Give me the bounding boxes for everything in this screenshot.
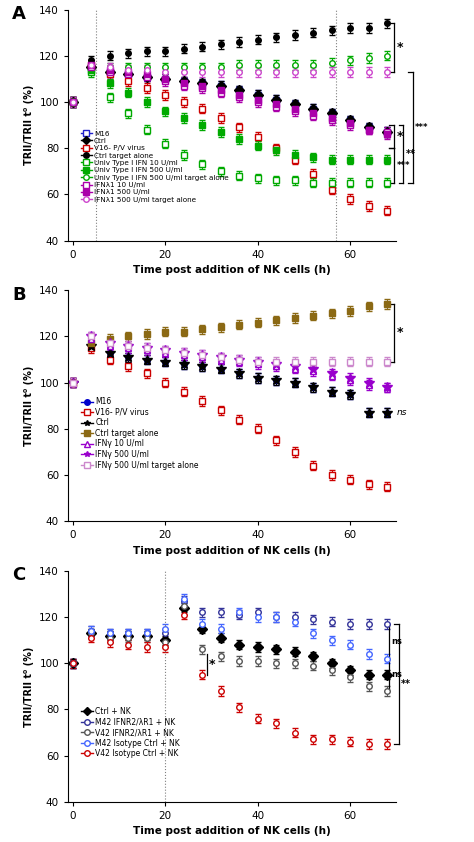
X-axis label: Time post addition of NK cells (h): Time post addition of NK cells (h) <box>133 546 331 556</box>
Text: ***: *** <box>415 123 428 132</box>
Text: A: A <box>12 5 26 23</box>
Text: **: ** <box>401 679 411 689</box>
X-axis label: Time post addition of NK cells (h): Time post addition of NK cells (h) <box>133 265 331 275</box>
Text: **: ** <box>406 149 416 159</box>
Text: *: * <box>209 658 216 671</box>
X-axis label: Time post addition of NK cells (h): Time post addition of NK cells (h) <box>133 827 331 836</box>
Text: B: B <box>12 285 26 304</box>
Legend: M16, V16- P/V virus, Ctrl, Ctrl target alone, IFNγ 10 U/ml, IFNγ 500 U/ml, IFNγ : M16, V16- P/V virus, Ctrl, Ctrl target a… <box>78 394 202 472</box>
Y-axis label: TRII/TRII t⁰ (%): TRII/TRII t⁰ (%) <box>24 646 34 727</box>
Text: ***: *** <box>396 161 410 170</box>
Text: *: * <box>396 131 403 143</box>
Text: ns: ns <box>392 670 402 679</box>
Text: ns: ns <box>392 637 402 646</box>
Text: ns: ns <box>396 408 407 417</box>
Text: C: C <box>12 567 26 584</box>
Legend: Ctrl + NK, M42 IFNR2/λR1 + NK, V42 IFNR2/λR1 + NK, M42 Isotype Ctrl + NK, V42 Is: Ctrl + NK, M42 IFNR2/λR1 + NK, V42 IFNR2… <box>78 704 183 761</box>
Text: *: * <box>396 327 403 339</box>
Text: *: * <box>396 41 403 54</box>
Legend: M16, Ctrl, V16- P/V virus, Ctrl target alone, Univ Type I IFN 10 U/ml, Univ Type: M16, Ctrl, V16- P/V virus, Ctrl target a… <box>78 128 232 205</box>
Y-axis label: TRII/TRII t⁰ (%): TRII/TRII t⁰ (%) <box>24 365 34 446</box>
Y-axis label: TRII/TRII t⁰ (%): TRII/TRII t⁰ (%) <box>24 85 34 165</box>
